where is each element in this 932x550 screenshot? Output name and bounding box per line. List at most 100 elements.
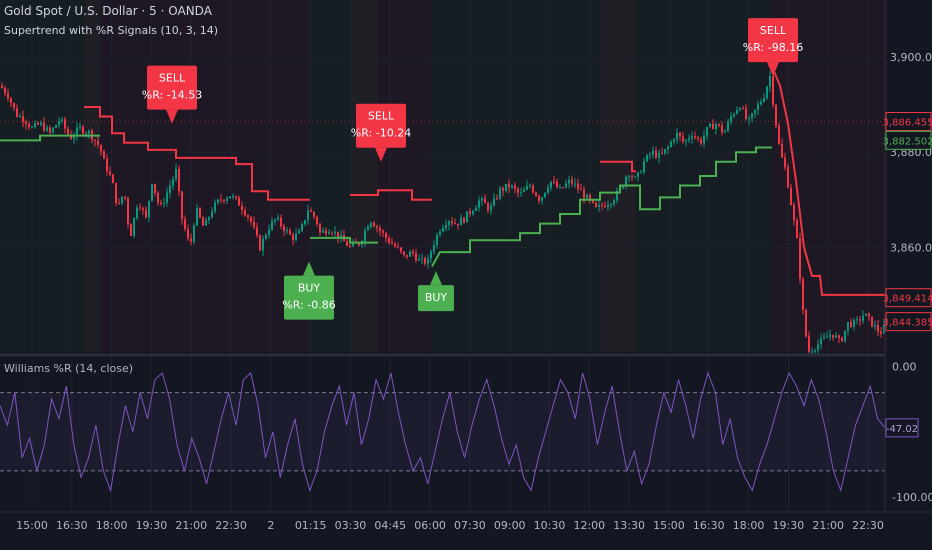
- candle-body: [109, 171, 111, 175]
- wr-indicator-title[interactable]: Williams %R (14, close): [4, 362, 134, 375]
- candle-body: [541, 197, 543, 201]
- candle-body: [160, 202, 162, 204]
- candle-body: [199, 207, 201, 218]
- candle-body: [724, 130, 726, 133]
- supertrend-down-line: [600, 160, 636, 173]
- candle-body: [376, 226, 378, 228]
- candle-body: [148, 200, 150, 218]
- candle-body: [475, 207, 477, 212]
- wr-axis[interactable]: 0.00 -100.00 -47.02: [885, 361, 932, 504]
- candle-body: [703, 135, 705, 144]
- time-tick-label: 19:30: [136, 519, 168, 532]
- candle-body: [535, 192, 537, 197]
- candle-body: [4, 88, 6, 94]
- candle-body: [181, 191, 183, 220]
- candle-body: [622, 185, 624, 189]
- candle-body: [7, 93, 9, 99]
- candle-body: [85, 133, 87, 135]
- candle-body: [820, 338, 822, 345]
- candle-body: [250, 217, 252, 222]
- candle-body: [196, 207, 198, 226]
- candle-body: [718, 123, 720, 126]
- candle-body: [40, 122, 42, 125]
- candle-body: [97, 140, 99, 145]
- candle-body: [715, 123, 717, 130]
- candle-body: [73, 135, 75, 139]
- buy-signal-label: BUY %R: -0.86: [282, 261, 336, 320]
- candle-body: [469, 211, 471, 214]
- symbol-title[interactable]: Gold Spot / U.S. Dollar · 5 · OANDA: [4, 4, 212, 18]
- candle-body: [64, 119, 66, 129]
- candle-body: [367, 226, 369, 231]
- candle-body: [850, 321, 852, 327]
- indicator-title[interactable]: Supertrend with %R Signals (10, 3, 14): [4, 24, 219, 37]
- candle-body: [448, 221, 450, 225]
- candle-body: [700, 139, 702, 144]
- time-axis[interactable]: 15:00 16:30 18:00 19:30 21:00 22:30 2 01:15 03:3…: [16, 519, 884, 532]
- candle-body: [451, 221, 453, 224]
- candle-body: [253, 221, 255, 228]
- candle-body: [316, 216, 318, 224]
- wr-tick-label: 0.00: [892, 361, 917, 374]
- wr-current-text: -47.02: [886, 424, 918, 435]
- candle-body: [106, 158, 108, 172]
- candle-body: [391, 242, 393, 244]
- candle-body: [604, 205, 606, 208]
- wr-current-box: [885, 418, 919, 438]
- candle-body: [154, 183, 156, 193]
- candle-body: [790, 187, 792, 205]
- candle-body: [445, 224, 447, 228]
- signal-box: [147, 65, 197, 110]
- candle-body: [214, 202, 216, 212]
- candle-body: [637, 172, 639, 177]
- sell-signal-label: SELL %R: -10.24: [351, 103, 411, 162]
- candle-body: [811, 351, 813, 353]
- candle-body: [298, 230, 300, 234]
- candle-body: [589, 194, 591, 200]
- candle-body: [388, 238, 390, 243]
- candle-body: [841, 337, 843, 341]
- candle-body: [19, 116, 21, 118]
- candle-body: [271, 221, 273, 230]
- candle-body: [349, 245, 351, 247]
- candle-body: [1, 85, 3, 89]
- candle-body: [511, 185, 513, 188]
- candle-body: [757, 104, 759, 110]
- candle-body: [502, 188, 504, 191]
- candle-body: [364, 230, 366, 242]
- buy-signal-pointer: [430, 271, 442, 286]
- candle-body: [286, 230, 288, 232]
- candle-body: [433, 245, 435, 252]
- candle-body: [328, 232, 330, 235]
- candle-body: [586, 194, 588, 199]
- candle-body: [658, 153, 660, 158]
- candle-body: [10, 98, 12, 103]
- candle-body: [583, 189, 585, 199]
- candle-body: [202, 217, 204, 226]
- sell-signal-label: SELL %R: -98.16: [743, 18, 803, 77]
- candle-body: [28, 124, 30, 128]
- candle-body: [673, 139, 675, 142]
- candle-body: [742, 108, 744, 110]
- candle-body: [631, 176, 633, 178]
- candle-body: [427, 258, 429, 264]
- candle-body: [634, 176, 636, 178]
- candle-body: [730, 116, 732, 122]
- candle-body: [142, 208, 144, 210]
- candle-body: [277, 217, 279, 220]
- supertrend-lines: [0, 66, 888, 296]
- candle-body: [814, 350, 816, 352]
- candle-body: [283, 226, 285, 232]
- candle-body: [556, 181, 558, 188]
- candle-body: [577, 183, 579, 190]
- price-label-box: [885, 112, 932, 132]
- candle-body: [817, 344, 819, 351]
- candle-body: [151, 183, 153, 201]
- candle-body: [442, 227, 444, 232]
- supertrend-up-line: [431, 146, 772, 267]
- candle-body: [406, 254, 408, 257]
- time-tick-label: 13:30: [613, 519, 645, 532]
- candle-body: [568, 179, 570, 184]
- supertrend-up-line: [310, 236, 378, 244]
